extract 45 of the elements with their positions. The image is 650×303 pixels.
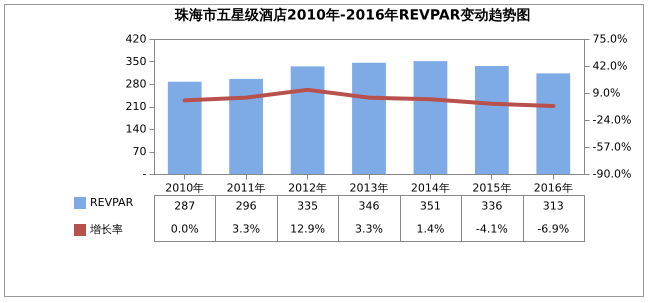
x-tick-label: 2013年 (350, 182, 388, 194)
y-tick-label: 350 (126, 55, 146, 68)
y2-tick-label: 42.0% (592, 60, 628, 72)
y-tick-label: 280 (126, 78, 146, 90)
y-tick-label: 70 (132, 145, 146, 158)
x-tick-label: 2010年 (165, 182, 204, 194)
x-tick-label: 2015年 (472, 182, 512, 194)
legend-label: 增长率 (89, 223, 123, 236)
x-tick-label: 2011年 (226, 182, 266, 194)
bar (352, 62, 386, 174)
line-series (182, 88, 556, 108)
y-tick-label: 210 (126, 100, 146, 113)
y2-tick-label: -90.0% (592, 168, 632, 180)
y2-tick-label: -24.0% (592, 114, 632, 126)
data-label: 336 (481, 200, 502, 212)
y2-tick-label: 75.0% (592, 32, 628, 46)
bar (536, 73, 570, 174)
data-label: 0.0% (170, 222, 199, 236)
data-label: -4.1% (476, 222, 508, 236)
y2-tick-label: -57.0% (592, 140, 632, 154)
x-tick-label: 2016年 (534, 182, 573, 194)
data-label: 335 (297, 200, 318, 212)
x-tick-label: 2014年 (410, 182, 450, 194)
data-label: 3.3% (355, 222, 383, 236)
bar (229, 78, 264, 174)
legend-label: REVPAR (90, 196, 134, 209)
bar (474, 66, 509, 174)
data-label: 296 (236, 200, 257, 212)
data-label: 346 (358, 200, 380, 212)
bar (168, 82, 202, 174)
y-tick-label: - (142, 168, 147, 180)
chart-title: 珠海市五星级酒店2010年-2016年REVPAR变动趋势图 (174, 6, 530, 24)
data-label: 313 (542, 200, 564, 212)
bar (290, 66, 324, 174)
data-label: 12.9% (290, 222, 326, 236)
data-label: 3.3% (232, 222, 260, 236)
data-label: 287 (174, 200, 196, 212)
y-tick-label: 140 (126, 122, 146, 136)
data-label: 351 (420, 200, 441, 212)
y2-tick-label: 9.0% (592, 86, 620, 100)
y-tick-label: 420 (126, 32, 146, 46)
x-tick-label: 2012年 (288, 182, 328, 194)
bar (414, 61, 448, 174)
data-label: 1.4% (416, 222, 444, 236)
data-label: -6.9% (537, 222, 570, 236)
